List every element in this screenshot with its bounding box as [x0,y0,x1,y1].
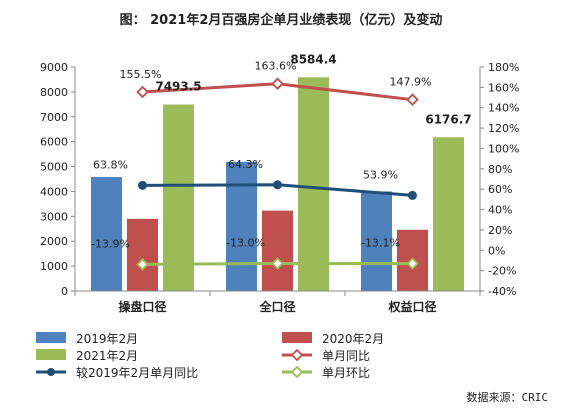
bar-data-label: 7493.5 [155,79,201,93]
bar-data-label: 8584.4 [290,52,336,66]
y2-tick-label: -20% [488,265,516,278]
line-point [408,190,417,200]
line-data-label: 63.8% [93,158,128,171]
bar-group [91,77,464,292]
y2-tick-label: 80% [488,163,512,176]
legend-marker [47,368,55,376]
bar [127,218,158,291]
line-point [271,77,284,90]
bar [226,161,257,291]
axes: 0 1000 2000 3000 4000 5000 6000 7000 8000 9000 -40… [40,61,519,314]
line-data-label: 163.6% [255,60,297,73]
legend-marker [290,348,304,362]
legend-label: 单月同比 [322,349,370,363]
y2-tick-label: 120% [488,122,519,135]
legend-swatch [36,332,66,343]
source-note: 数据来源：CRIC [467,390,549,404]
bar [91,177,122,291]
line-point [406,93,419,106]
bar [163,104,194,291]
y-tick-label: 2000 [40,235,68,248]
line-data-label: -13.1% [361,237,400,250]
line-data-label: -13.0% [226,237,265,250]
line-group [136,77,419,271]
bar [262,210,293,291]
y-tick-label: 3000 [40,210,68,223]
line-point [273,180,282,190]
line-point [138,180,147,190]
legend-label: 较2019年2月单月同比 [76,365,198,380]
y2-tick-label: 40% [488,204,512,217]
y2-tick-label: -40% [488,285,516,298]
y2-tick-label: 20% [488,224,512,237]
legend-label: 2020年2月 [322,332,384,346]
x-tick-label: 权益口径 [387,299,436,314]
line-data-label: 53.9% [363,168,398,181]
legend-label: 2019年2月 [76,332,138,346]
y2-tick-label: 100% [488,142,519,155]
y-tick-label: 1000 [40,260,68,273]
y2-tick-label: 60% [488,183,512,196]
y2-tick-label: 180% [488,61,519,74]
line-point [136,85,149,99]
legend-marker [290,365,304,379]
legend-label: 2021年2月 [76,349,138,363]
legend-swatch [36,349,66,360]
line-point [271,257,284,270]
x-tick-label: 操盘口径 [118,299,166,314]
line-data-label: 147.9% [390,76,432,89]
line-data-label: 155.5% [120,68,162,81]
legend-label: 单月环比 [322,366,370,380]
y-tick-label: 0 [61,285,68,298]
bar [298,77,329,292]
y2-tick-label: 160% [488,81,519,94]
line-point [136,258,149,271]
line-point [406,257,419,270]
bar [433,137,464,291]
chart-title: 图： 2021年2月百强房企单月业绩表现（亿元）及变动 [120,12,443,28]
y2-tick-label: 140% [488,102,519,115]
y-tick-label: 8000 [40,86,68,99]
data-labels: 7493.5 8584.4 6176.7 155.5% 163.6% 147.9% 63.8… [91,52,472,250]
line-data-label: 64.3% [228,158,263,171]
line-data-label: -13.9% [91,237,130,250]
y2-tick-label: 0% [488,244,505,257]
bar [361,191,392,291]
legend-swatch [282,332,312,343]
y-tick-label: 9000 [40,61,68,74]
x-tick-label: 全口径 [258,299,295,314]
y-tick-label: 7000 [40,111,68,124]
y-tick-label: 5000 [40,161,68,174]
y-tick-label: 6000 [40,136,68,149]
y-tick-label: 4000 [40,185,68,198]
bar-data-label: 6176.7 [425,112,471,126]
